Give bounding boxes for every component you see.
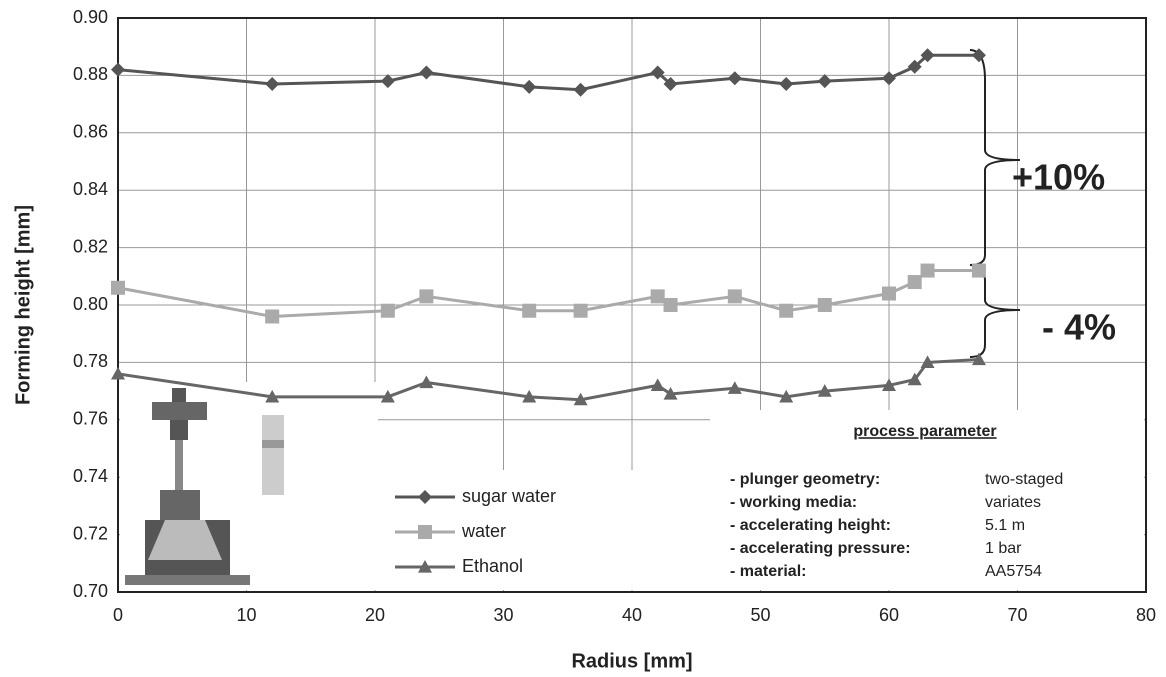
x-tick-label: 0 bbox=[113, 605, 123, 625]
x-tick-label: 80 bbox=[1136, 605, 1156, 625]
y-tick-label: 0.90 bbox=[73, 7, 108, 27]
marker bbox=[651, 289, 665, 303]
x-tick-label: 70 bbox=[1007, 605, 1027, 625]
parameter-value: two-staged bbox=[985, 471, 1063, 488]
parameter-title: process parameter bbox=[853, 423, 996, 440]
marker bbox=[265, 309, 279, 323]
y-tick-label: 0.78 bbox=[73, 351, 108, 371]
marker bbox=[882, 287, 896, 301]
annotation: - 4% bbox=[1042, 307, 1116, 348]
y-tick-label: 0.72 bbox=[73, 523, 108, 543]
marker bbox=[779, 304, 793, 318]
x-axis-title: Radius [mm] bbox=[571, 650, 692, 672]
marker bbox=[574, 83, 588, 97]
marker bbox=[522, 80, 536, 94]
marker bbox=[882, 71, 896, 85]
marker bbox=[265, 77, 279, 91]
marker bbox=[818, 74, 832, 88]
marker bbox=[419, 66, 433, 80]
y-tick-label: 0.74 bbox=[73, 466, 108, 486]
marker bbox=[972, 264, 986, 278]
marker bbox=[111, 63, 125, 77]
x-tick-label: 60 bbox=[879, 605, 899, 625]
parameter-value: variates bbox=[985, 494, 1041, 511]
y-tick-label: 0.82 bbox=[73, 236, 108, 256]
legend-label: water bbox=[461, 521, 506, 541]
x-tick-label: 50 bbox=[750, 605, 770, 625]
marker bbox=[779, 77, 793, 91]
marker bbox=[728, 71, 742, 85]
marker bbox=[728, 289, 742, 303]
legend-label: sugar water bbox=[462, 486, 556, 506]
y-tick-label: 0.70 bbox=[73, 581, 108, 601]
parameter-label: - accelerating height: bbox=[730, 517, 891, 534]
parameter-value: AA5754 bbox=[985, 563, 1042, 580]
x-tick-label: 10 bbox=[236, 605, 256, 625]
marker bbox=[574, 304, 588, 318]
marker bbox=[381, 74, 395, 88]
marker bbox=[921, 264, 935, 278]
marker bbox=[418, 525, 432, 539]
marker bbox=[522, 304, 536, 318]
marker bbox=[381, 304, 395, 318]
marker bbox=[664, 298, 678, 312]
parameter-value: 1 bar bbox=[985, 540, 1022, 557]
y-tick-label: 0.76 bbox=[73, 409, 108, 429]
parameter-label: - accelerating pressure: bbox=[730, 540, 911, 557]
legend-label: Ethanol bbox=[462, 556, 523, 576]
parameter-value: 5.1 m bbox=[985, 517, 1025, 534]
marker bbox=[908, 275, 922, 289]
series-line bbox=[118, 55, 979, 89]
series-line bbox=[118, 271, 979, 317]
series-line bbox=[118, 360, 979, 400]
y-axis-title: Forming height [mm] bbox=[12, 205, 34, 405]
parameter-label: - plunger geometry: bbox=[730, 471, 880, 488]
y-tick-label: 0.86 bbox=[73, 122, 108, 142]
marker bbox=[818, 298, 832, 312]
marker bbox=[419, 289, 433, 303]
y-tick-label: 0.80 bbox=[73, 294, 108, 314]
parameter-label: - material: bbox=[730, 563, 806, 580]
y-tick-label: 0.84 bbox=[73, 179, 108, 199]
annotation: +10% bbox=[1012, 157, 1105, 198]
parameter-label: - working media: bbox=[730, 494, 857, 511]
marker bbox=[651, 378, 665, 391]
x-tick-label: 40 bbox=[622, 605, 642, 625]
y-tick-label: 0.88 bbox=[73, 64, 108, 84]
x-tick-label: 30 bbox=[493, 605, 513, 625]
brace bbox=[970, 265, 1020, 357]
chart: +10% - 4% Radius [mm] Forming height [mm… bbox=[0, 0, 1166, 677]
x-tick-label: 20 bbox=[365, 605, 385, 625]
marker bbox=[111, 281, 125, 295]
